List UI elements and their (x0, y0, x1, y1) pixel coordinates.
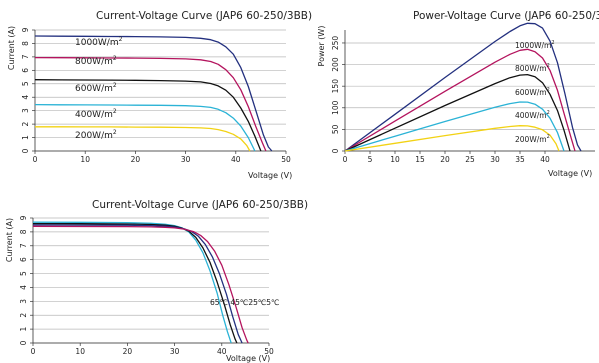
x-tick-label: 30 (181, 155, 191, 164)
y-tick-label: 9 (21, 27, 30, 32)
y-axis-label: Current (A) (5, 218, 14, 262)
x-tick-label: 30 (490, 155, 500, 164)
y-tick-label: 6 (21, 68, 30, 73)
iv-temperature-chart: Current-Voltage Curve (JAP6 60-250/3BB) … (5, 199, 308, 363)
series-line (344, 101, 565, 152)
temperature-annotation: 65℃ 45℃25℃5℃ (210, 298, 279, 307)
y-tick-label: 5 (21, 81, 30, 86)
x-tick-label: 10 (80, 155, 90, 164)
x-tick-label: 20 (440, 155, 450, 164)
y-tick-label: 0 (331, 148, 340, 153)
y-tick-label: 150 (331, 79, 340, 94)
y-tick-label: 3 (21, 108, 30, 113)
series-label: 200W/m2 (75, 129, 117, 141)
x-tick-label: 15 (415, 155, 425, 164)
x-axis-label: Voltage (V) (226, 354, 270, 363)
y-tick-label: 0 (21, 148, 30, 153)
x-tick-label: 40 (540, 155, 550, 164)
series-line (32, 225, 249, 344)
series-label: 600W/m2 (515, 87, 550, 97)
series-label: 600W/m2 (75, 82, 117, 94)
series-line (32, 224, 243, 344)
series-line (344, 125, 560, 152)
y-tick-label: 250 (331, 36, 340, 51)
series-label: 400W/m2 (515, 110, 550, 120)
y-tick-label: 7 (21, 54, 30, 59)
iv-irradiance-chart: Current-Voltage Curve (JAP6 60-250/3BB) … (7, 10, 312, 180)
series-line (34, 35, 273, 152)
x-tick-label: 40 (231, 155, 241, 164)
y-axis-label: Current (A) (7, 26, 16, 70)
x-tick-label: 50 (264, 347, 274, 356)
y-tick-label: 100 (331, 100, 340, 115)
series-label: 800W/m2 (515, 63, 550, 73)
pv-irradiance-chart: Power-Voltage Curve (JAP6 60-250/3BB) Po… (317, 10, 599, 178)
series-label: 1000W/m2 (75, 36, 123, 48)
series-line (344, 73, 571, 152)
x-tick-label: 35 (515, 155, 525, 164)
y-tick-label: 2 (19, 313, 28, 318)
y-tick-label: 7 (19, 243, 28, 248)
y-tick-label: 200 (331, 57, 340, 72)
y-tick-label: 50 (331, 124, 340, 134)
y-tick-label: 6 (19, 257, 28, 262)
y-tick-label: 3 (19, 299, 28, 304)
y-tick-label: 1 (21, 135, 30, 140)
y-tick-label: 1 (19, 327, 28, 332)
x-tick-label: 20 (131, 155, 141, 164)
x-axis-label: Voltage (V) (548, 169, 592, 178)
x-tick-label: 20 (123, 347, 133, 356)
x-tick-label: 25 (465, 155, 475, 164)
x-tick-label: 0 (31, 347, 36, 356)
chart-title: Current-Voltage Curve (JAP6 60-250/3BB) (92, 199, 308, 211)
x-tick-label: 10 (75, 347, 85, 356)
y-tick-label: 8 (19, 229, 28, 234)
series-line (35, 126, 251, 152)
series-label: 400W/m2 (75, 108, 117, 120)
x-tick-label: 10 (390, 155, 400, 164)
y-axis-label: Power (W) (317, 26, 326, 67)
series-line (34, 79, 262, 152)
series-label: 1000W/m2 (515, 40, 555, 50)
x-axis-label: Voltage (V) (248, 171, 292, 180)
y-tick-label: 0 (19, 340, 28, 345)
series-line (344, 48, 576, 152)
x-tick-label: 0 (33, 155, 38, 164)
y-tick-label: 5 (19, 271, 28, 276)
y-tick-label: 9 (19, 215, 28, 220)
series-line (34, 103, 256, 152)
x-tick-label: 0 (343, 155, 348, 164)
y-tick-label: 4 (19, 285, 28, 290)
y-tick-label: 2 (21, 122, 30, 127)
chart-title: Current-Voltage Curve (JAP6 60-250/3BB) (96, 10, 312, 22)
chart-title: Power-Voltage Curve (JAP6 60-250/3BB) (413, 10, 599, 22)
series-label: 800W/m2 (75, 55, 117, 67)
x-tick-label: 50 (281, 155, 291, 164)
series-line (34, 56, 267, 152)
y-tick-label: 8 (21, 41, 30, 46)
series-line (32, 222, 238, 344)
y-tick-label: 4 (21, 95, 30, 100)
series-label: 200W/m2 (515, 134, 550, 144)
x-tick-label: 5 (368, 155, 373, 164)
series-line (344, 22, 582, 152)
x-tick-label: 30 (170, 347, 180, 356)
x-tick-label: 40 (217, 347, 227, 356)
